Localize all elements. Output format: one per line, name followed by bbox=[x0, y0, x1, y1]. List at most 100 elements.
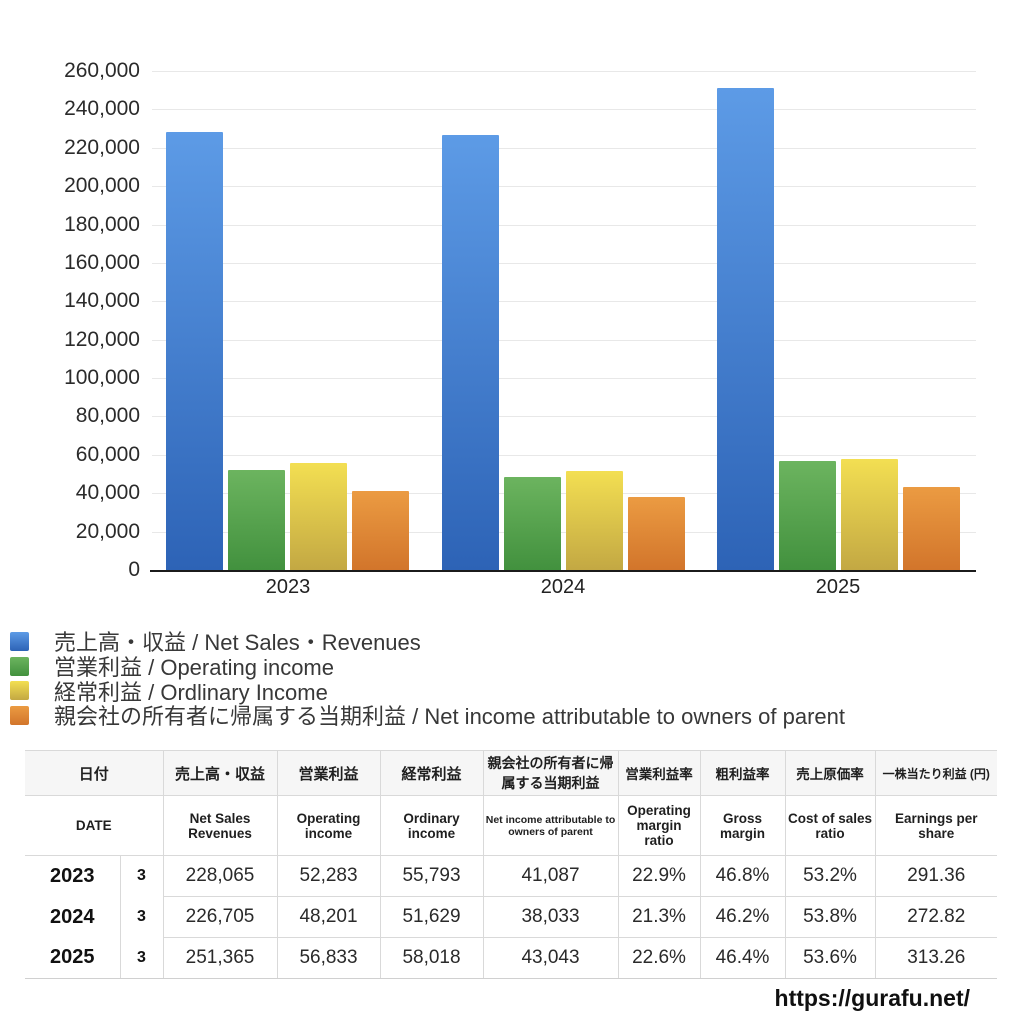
table-row: 2025 3 251,365 56,833 58,018 43,043 22.6% 46.4%… bbox=[25, 937, 998, 979]
gridline bbox=[152, 454, 976, 456]
y-tick-label: 120,000 bbox=[64, 327, 140, 351]
y-tick-label: 20,000 bbox=[75, 519, 140, 543]
bar-2023-net-income-parent bbox=[352, 491, 409, 570]
legend-swatch-icon bbox=[10, 705, 29, 725]
value-cell: 56,833 bbox=[276, 937, 381, 979]
value-cell: 46.8% bbox=[699, 855, 786, 897]
table-header-en-3: Ordinary income bbox=[379, 795, 484, 856]
value-cell: 52,283 bbox=[276, 855, 381, 897]
table-header-en-5: Operating margin ratio bbox=[617, 795, 701, 856]
table-header-jp-1: 売上高・収益 bbox=[162, 750, 278, 796]
bar-2023-ordinary-income bbox=[290, 463, 347, 570]
table-header-en-2: Operating income bbox=[276, 795, 381, 856]
value-cell: 251,365 bbox=[162, 937, 278, 979]
y-axis-tick-labels: 0 20,000 40,000 60,000 80,000 100,000 120,000 1… bbox=[0, 59, 140, 581]
y-tick-label: 260,000 bbox=[64, 59, 140, 82]
table-header-jp-8: 一株当たり利益 (円) bbox=[874, 750, 998, 796]
table-header-jp-3: 経常利益 bbox=[379, 750, 484, 796]
value-cell: 226,705 bbox=[162, 896, 278, 938]
value-cell: 41,087 bbox=[482, 855, 619, 897]
table-header-en-4: Net income attributable to owners of par… bbox=[482, 795, 619, 856]
bar-2024-net-sales-revenues bbox=[442, 135, 499, 570]
bar-2024-ordinary-income bbox=[566, 471, 623, 570]
legend-item-net-income-parent: 親会社の所有者に帰属する当期利益 / Net income attributab… bbox=[10, 703, 845, 729]
value-cell: 313.26 bbox=[874, 937, 998, 979]
table-header-en-6: Gross margin bbox=[699, 795, 786, 856]
value-cell: 48,201 bbox=[276, 896, 381, 938]
x-axis-label-2025: 2025 bbox=[815, 576, 861, 598]
y-tick-label: 200,000 bbox=[64, 174, 140, 198]
year-cell: 2024 bbox=[25, 896, 121, 938]
value-cell: 43,043 bbox=[482, 937, 619, 979]
table-row: 2023 3 228,065 52,283 55,793 41,087 22.9% 46.8%… bbox=[25, 855, 998, 897]
table-header-jp-0: 日付 bbox=[25, 750, 164, 796]
legend-label: 親会社の所有者に帰属する当期利益 / Net income attributab… bbox=[54, 704, 846, 730]
value-cell: 51,629 bbox=[379, 896, 484, 938]
bar-2025-net-sales-revenues bbox=[717, 88, 774, 570]
value-cell: 228,065 bbox=[162, 855, 278, 897]
x-axis-label-2023: 2023 bbox=[265, 576, 311, 598]
table-header-en-7: Cost of sales ratio bbox=[784, 795, 876, 856]
gridline bbox=[152, 531, 976, 533]
gridline bbox=[152, 416, 976, 418]
gridline bbox=[152, 339, 976, 341]
table-header-jp-4: 親会社の所有者に帰属する当期利益 bbox=[482, 750, 619, 796]
gridline bbox=[152, 147, 976, 149]
bar-2023-net-sales-revenues bbox=[166, 132, 223, 570]
y-tick-label: 160,000 bbox=[64, 250, 140, 274]
gridline bbox=[152, 378, 976, 380]
value-cell: 46.4% bbox=[699, 937, 786, 979]
gridline bbox=[152, 186, 976, 188]
value-cell: 58,018 bbox=[379, 937, 484, 979]
gridline bbox=[152, 224, 976, 226]
y-tick-label: 140,000 bbox=[64, 289, 140, 313]
bar-2024-net-income-parent bbox=[628, 497, 685, 570]
y-tick-label: 100,000 bbox=[64, 366, 140, 390]
site-url: https://gurafu.net/ bbox=[774, 985, 970, 1011]
financial-table: 日付 売上高・収益 営業利益 経常利益 親会社の所有者に帰属する当期利益 営業利益率 粗利益… bbox=[25, 750, 998, 979]
value-cell: 53.8% bbox=[784, 896, 876, 938]
value-cell: 22.9% bbox=[617, 855, 701, 897]
table-row: 2024 3 226,705 48,201 51,629 38,033 21.3% 46.2%… bbox=[25, 896, 998, 938]
bar-2025-operating-income bbox=[779, 461, 836, 570]
bar-2023-operating-income bbox=[228, 470, 285, 570]
y-tick-label: 80,000 bbox=[75, 404, 140, 428]
y-tick-label: 60,000 bbox=[75, 442, 140, 466]
table-header-jp-2: 営業利益 bbox=[276, 750, 381, 796]
y-tick-label: 220,000 bbox=[64, 135, 140, 159]
gridline bbox=[152, 71, 976, 72]
value-cell: 291.36 bbox=[874, 855, 998, 897]
legend-item-operating-income: 営業利益 / Operating income bbox=[10, 654, 845, 680]
value-cell: 55,793 bbox=[379, 855, 484, 897]
chart-plot-area bbox=[150, 71, 976, 572]
legend-label: 経常利益 / Ordlinary Income bbox=[54, 679, 328, 705]
table-header-jp-6: 粗利益率 bbox=[699, 750, 786, 796]
legend-label: 営業利益 / Operating income bbox=[54, 655, 334, 681]
y-tick-label: 240,000 bbox=[64, 97, 140, 121]
y-tick-label: 0 bbox=[128, 558, 140, 581]
value-cell: 38,033 bbox=[482, 896, 619, 938]
table-header-jp-7: 売上原価率 bbox=[784, 750, 876, 796]
x-axis-label-2024: 2024 bbox=[540, 576, 586, 598]
gridline bbox=[152, 262, 976, 264]
month-cell: 3 bbox=[119, 855, 164, 897]
legend-label: 売上高・収益 / Net Sales・Revenues bbox=[54, 630, 421, 656]
value-cell: 22.6% bbox=[617, 937, 701, 979]
year-cell: 2025 bbox=[25, 937, 121, 979]
value-cell: 21.3% bbox=[617, 896, 701, 938]
gridline bbox=[152, 109, 976, 111]
bar-2025-net-income-parent bbox=[903, 487, 960, 570]
table-header-jp-5: 営業利益率 bbox=[617, 750, 701, 796]
legend-swatch-icon bbox=[10, 656, 29, 676]
y-tick-label: 40,000 bbox=[75, 481, 140, 505]
legend-swatch-icon bbox=[10, 631, 29, 651]
legend-swatch-icon bbox=[10, 681, 29, 701]
bar-2025-ordinary-income bbox=[841, 459, 898, 570]
gridline bbox=[152, 301, 976, 303]
table-header-en-1: Net Sales Revenues bbox=[162, 795, 278, 856]
gridline bbox=[152, 493, 976, 495]
legend-item-ordinary-income: 経常利益 / Ordlinary Income bbox=[10, 678, 845, 705]
value-cell: 53.6% bbox=[784, 937, 876, 979]
y-tick-label: 180,000 bbox=[64, 212, 140, 236]
value-cell: 46.2% bbox=[699, 896, 786, 938]
